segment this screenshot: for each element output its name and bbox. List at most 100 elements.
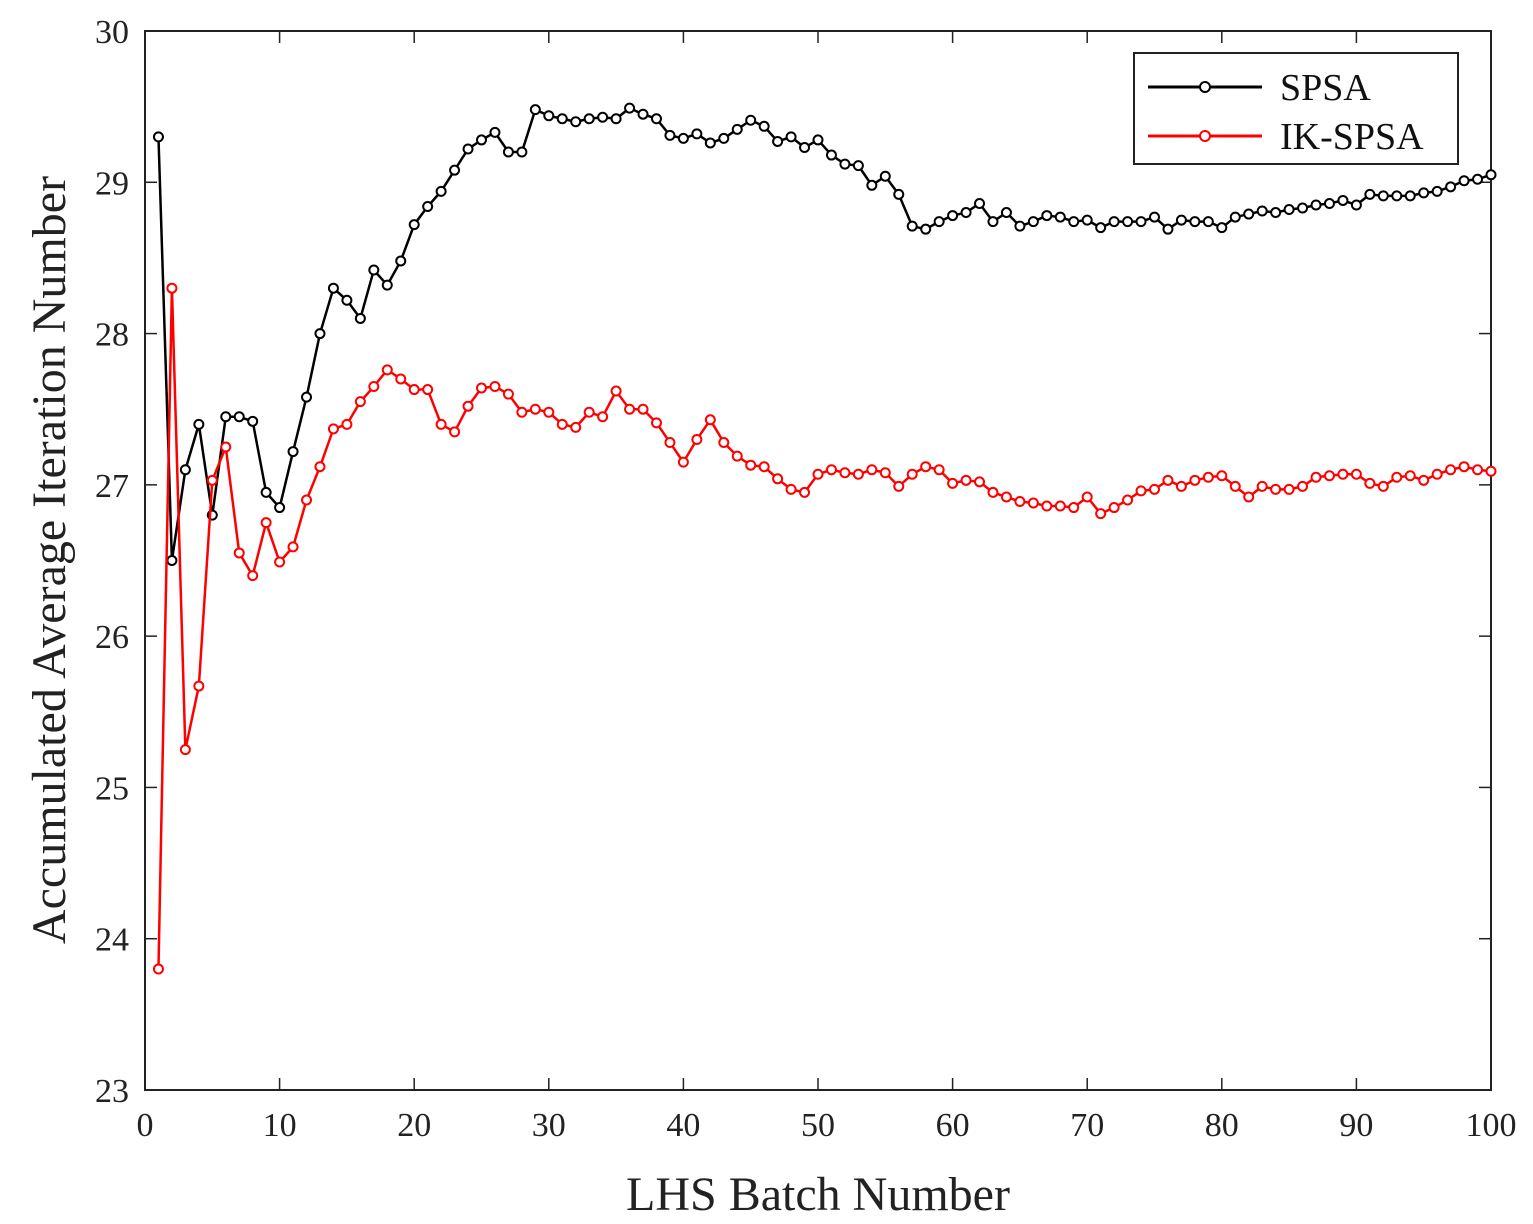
data-point-spsa <box>1095 222 1107 234</box>
data-point-spsa <box>354 312 366 324</box>
data-point-spsa <box>624 102 636 114</box>
data-point-ik-spsa <box>1095 508 1107 520</box>
data-point-ik-spsa <box>610 385 622 397</box>
data-point-spsa <box>879 170 891 182</box>
data-point-ik-spsa <box>650 417 662 429</box>
data-point-spsa <box>960 207 972 219</box>
data-point-spsa <box>435 185 447 197</box>
data-point-ik-spsa <box>327 423 339 435</box>
data-point-spsa <box>677 132 689 144</box>
data-point-ik-spsa <box>583 406 595 418</box>
series-line-spsa <box>157 106 1492 562</box>
data-point-spsa <box>247 415 259 427</box>
data-point-spsa <box>570 116 582 128</box>
data-point-ik-spsa <box>1350 468 1362 480</box>
data-point-ik-spsa <box>476 382 487 394</box>
data-point-ik-spsa <box>314 461 326 473</box>
data-point-ik-spsa <box>812 468 824 480</box>
data-point-spsa <box>1108 216 1120 228</box>
data-point-ik-spsa <box>301 494 313 506</box>
data-point-ik-spsa <box>1310 471 1322 483</box>
data-point-spsa <box>1270 207 1282 219</box>
data-point-spsa <box>1229 211 1241 223</box>
data-point-ik-spsa <box>449 426 461 438</box>
data-point-ik-spsa <box>368 381 380 393</box>
data-point-spsa <box>1216 222 1228 234</box>
data-point-spsa <box>745 114 757 126</box>
data-point-spsa <box>1431 185 1443 197</box>
data-point-ik-spsa <box>381 364 393 376</box>
data-point-spsa <box>731 123 743 135</box>
data-point-ik-spsa <box>933 464 945 476</box>
y-axis-title: Accumulated Average Iteration Number <box>23 176 76 944</box>
data-point-spsa <box>583 113 595 125</box>
series-ik-spsa <box>152 282 1497 975</box>
y-tick-label: 29 <box>95 165 129 202</box>
y-tick-label: 28 <box>95 317 129 354</box>
data-point-spsa <box>395 255 407 267</box>
data-point-ik-spsa <box>718 437 730 448</box>
data-point-spsa <box>301 391 313 403</box>
data-point-spsa <box>327 282 339 294</box>
data-point-ik-spsa <box>772 473 784 485</box>
data-point-ik-spsa <box>529 403 541 415</box>
y-tick-label: 23 <box>95 1073 129 1110</box>
legend-label-spsa: SPSA <box>1280 67 1371 109</box>
data-point-ik-spsa <box>879 467 891 479</box>
y-tick-label: 25 <box>95 770 129 807</box>
legend-box <box>1133 52 1459 165</box>
data-point-ik-spsa <box>1014 496 1026 507</box>
data-point-ik-spsa <box>1000 491 1012 503</box>
data-point-ik-spsa <box>516 406 528 418</box>
data-point-spsa <box>987 216 999 228</box>
data-point-ik-spsa <box>1472 464 1484 476</box>
data-point-spsa <box>1068 216 1080 228</box>
data-point-ik-spsa <box>1175 480 1187 492</box>
data-point-spsa <box>287 446 299 458</box>
series-layer <box>152 102 1497 975</box>
data-point-ik-spsa <box>287 541 299 553</box>
x-tick-label: 100 <box>1466 1107 1517 1144</box>
data-point-ik-spsa <box>502 388 514 400</box>
data-point-ik-spsa <box>960 474 972 486</box>
data-point-spsa <box>1445 181 1457 193</box>
data-point-spsa <box>785 131 797 143</box>
data-point-spsa <box>260 486 272 498</box>
data-point-ik-spsa <box>1081 491 1093 503</box>
axis-ticks <box>144 30 1492 1091</box>
data-point-spsa <box>718 132 730 144</box>
data-point-ik-spsa <box>1458 461 1470 473</box>
data-point-spsa <box>516 146 528 158</box>
data-point-ik-spsa <box>1135 485 1147 497</box>
x-axis-title: LHS Batch Number <box>626 1168 1010 1221</box>
data-point-spsa <box>637 108 649 120</box>
data-point-ik-spsa <box>1243 491 1255 503</box>
data-point-spsa <box>1350 199 1362 211</box>
data-point-spsa <box>1472 173 1484 185</box>
data-point-spsa <box>408 219 420 231</box>
data-point-spsa <box>1377 190 1389 202</box>
data-point-spsa <box>1014 220 1026 232</box>
data-point-ik-spsa <box>987 486 999 498</box>
data-point-ik-spsa <box>893 480 905 492</box>
data-point-spsa <box>1458 175 1470 187</box>
data-point-ik-spsa <box>1364 477 1376 489</box>
legend-marker-spsa <box>1199 81 1211 93</box>
data-point-ik-spsa <box>825 464 837 476</box>
y-tick-label: 24 <box>95 922 129 959</box>
data-point-ik-spsa <box>691 433 703 445</box>
data-point-ik-spsa <box>206 474 218 486</box>
data-point-ik-spsa <box>758 461 770 473</box>
data-point-spsa <box>462 143 474 155</box>
data-point-spsa <box>1202 216 1214 228</box>
data-point-ik-spsa <box>704 414 716 426</box>
data-point-spsa <box>704 137 716 149</box>
data-point-spsa <box>1310 199 1322 211</box>
data-point-ik-spsa <box>220 441 232 453</box>
data-point-spsa <box>825 149 837 161</box>
data-point-ik-spsa <box>1377 480 1389 492</box>
data-point-spsa <box>1485 169 1497 181</box>
data-point-spsa <box>1418 187 1430 199</box>
data-point-spsa <box>1135 216 1147 228</box>
